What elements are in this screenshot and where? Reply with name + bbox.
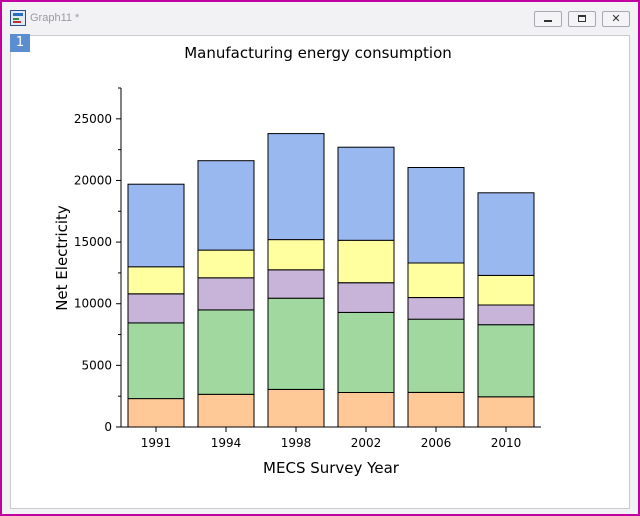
- bar-segment[interactable]: [267, 388, 325, 428]
- minimize-button[interactable]: [534, 11, 562, 27]
- restore-icon: [578, 15, 586, 22]
- x-tick-label: 2002: [351, 436, 382, 450]
- chart-title: Manufacturing energy consumption: [184, 44, 452, 62]
- bar-segment[interactable]: [477, 324, 535, 398]
- y-axis-label: Net Electricity: [53, 205, 71, 311]
- x-tick-label: 2006: [421, 436, 452, 450]
- bar-segment[interactable]: [407, 262, 465, 298]
- minimize-icon: [544, 20, 552, 22]
- bar-segment[interactable]: [197, 393, 255, 428]
- x-tick-label: 2010: [491, 436, 522, 450]
- bar-segment[interactable]: [337, 392, 395, 428]
- bar-segment[interactable]: [127, 293, 185, 324]
- bar-segment[interactable]: [407, 318, 465, 393]
- bar-segment[interactable]: [337, 282, 395, 313]
- x-tick-label: 1994: [211, 436, 242, 450]
- bar-segment[interactable]: [267, 239, 325, 271]
- bar-segment[interactable]: [197, 277, 255, 311]
- bar-segment[interactable]: [477, 192, 535, 276]
- bar-segment[interactable]: [337, 311, 395, 393]
- y-tick-label: 20000: [74, 173, 112, 187]
- y-tick-label: 25000: [74, 112, 112, 126]
- bar-segment[interactable]: [337, 146, 395, 241]
- bar-segment[interactable]: [127, 266, 185, 295]
- layer-indicator[interactable]: 1: [10, 34, 30, 52]
- graph-window-icon[interactable]: [10, 10, 26, 26]
- bar-segment[interactable]: [267, 269, 325, 299]
- y-tick-label: 10000: [74, 297, 112, 311]
- close-button[interactable]: ✕: [602, 11, 630, 27]
- restore-button[interactable]: [568, 11, 596, 27]
- bar-segment[interactable]: [197, 249, 255, 279]
- bars-group: [127, 133, 535, 428]
- axes-group: 1991 1994 1998 2002 2006 2010 0 5000 10000 15000 2…: [74, 87, 541, 450]
- bar-segment[interactable]: [407, 392, 465, 428]
- y-tick-label: 0: [104, 420, 112, 434]
- bar-segment[interactable]: [127, 183, 185, 268]
- y-tick-label: 5000: [81, 358, 112, 372]
- window-title: Graph11 *: [30, 12, 80, 24]
- title-bar[interactable]: Graph11 * ✕: [2, 2, 638, 32]
- bar-segment[interactable]: [337, 239, 395, 284]
- bar-segment[interactable]: [477, 274, 535, 306]
- bar-segment[interactable]: [407, 167, 465, 264]
- bar-segment[interactable]: [477, 304, 535, 326]
- bar-segment[interactable]: [127, 398, 185, 428]
- bar-segment[interactable]: [477, 396, 535, 428]
- x-tick-label: 1991: [141, 436, 172, 450]
- close-icon: ✕: [611, 12, 621, 25]
- bar-segment[interactable]: [267, 297, 325, 390]
- bar-segment[interactable]: [267, 133, 325, 241]
- bar-segment[interactable]: [407, 297, 465, 320]
- bar-segment[interactable]: [197, 160, 255, 251]
- bar-segment[interactable]: [127, 322, 185, 400]
- y-tick-label: 15000: [74, 235, 112, 249]
- bar-segment[interactable]: [197, 309, 255, 395]
- x-axis-label: MECS Survey Year: [263, 459, 400, 477]
- x-tick-label: 1998: [281, 436, 312, 450]
